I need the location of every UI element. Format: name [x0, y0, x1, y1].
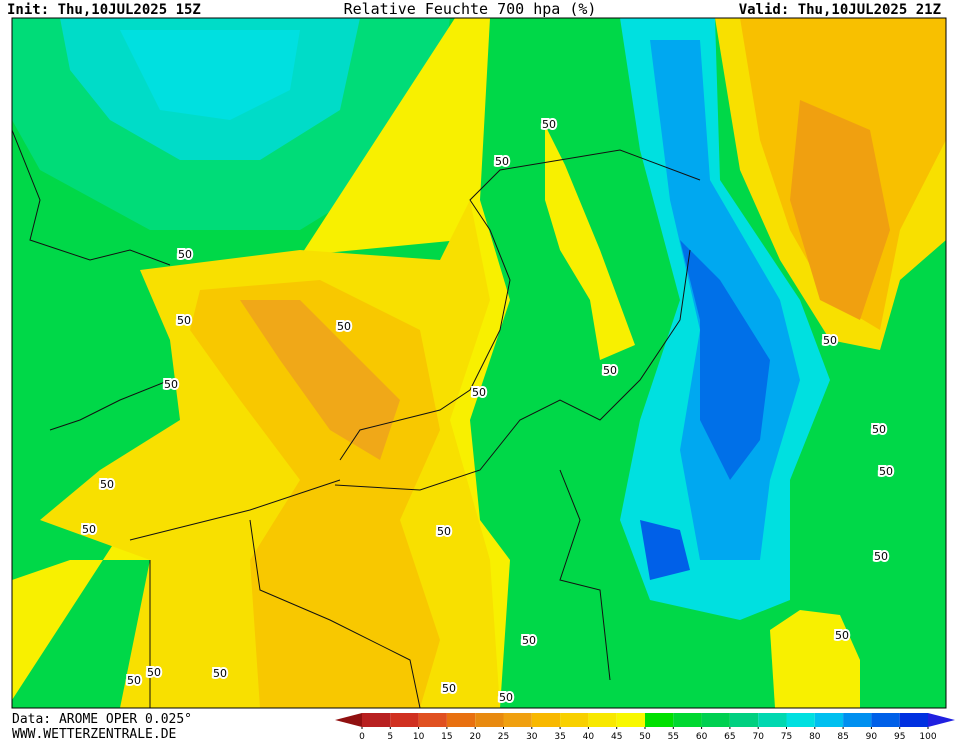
color-bar-box [871, 713, 900, 727]
color-bar-box [588, 713, 617, 727]
contour-label: 50 [472, 386, 486, 399]
contour-label: 50 [177, 314, 191, 327]
color-bar-box [758, 713, 787, 727]
color-bar-box [673, 713, 702, 727]
color-bar-box [418, 713, 447, 727]
color-bar-tick-label: 40 [583, 732, 595, 741]
contour-label: 50 [100, 478, 114, 491]
color-bar-box [786, 713, 815, 727]
color-bar-box [446, 713, 476, 727]
color-bar-box [645, 713, 674, 727]
contour-label: 50 [499, 691, 513, 704]
contour-labels: 50 50 50 50 50 50 50 50 50 50 50 50 50 5… [80, 116, 895, 706]
color-bar-box [729, 713, 759, 727]
color-bar-box [503, 713, 532, 727]
color-bar-tick-label: 50 [639, 732, 651, 741]
color-bar-tick-label: 70 [752, 732, 764, 741]
contour-label: 50 [213, 667, 227, 680]
data-source: Data: AROME OPER 0.025° [12, 712, 192, 727]
contour-label: 50 [442, 682, 456, 695]
color-bar-box [899, 713, 928, 727]
humidity-field [12, 18, 946, 708]
contour-label: 50 [542, 118, 556, 131]
map-frame [11, 17, 947, 709]
contour-label: 50 [178, 248, 192, 261]
color-bar: 0 5 10 15 20 25 30 35 40 45 50 55 60 65 70 75 80 85 90 95 10… [335, 713, 955, 741]
color-bar-box [362, 713, 391, 727]
color-bar-tick-label: 30 [526, 732, 538, 741]
contour-label: 50 [437, 525, 451, 538]
contour-label: 50 [522, 634, 536, 647]
contour-label: 50 [164, 378, 178, 391]
contour-label: 50 [874, 550, 888, 563]
contour-label: 50 [603, 364, 617, 377]
contour-label: 50 [147, 666, 161, 679]
color-bar-box [616, 713, 645, 727]
map-title: Relative Feuchte 700 hpa (%) [344, 0, 597, 18]
color-bar-box [475, 713, 504, 727]
color-bar-tick-label: 45 [611, 732, 622, 741]
color-bar-box [390, 713, 419, 727]
color-bar-box [701, 713, 730, 727]
color-bar-tick-label: 10 [413, 732, 425, 741]
color-bar-tick-label: 85 [837, 732, 848, 741]
init-time: Init: Thu,10JUL2025 15Z [7, 2, 201, 18]
color-bar-box [814, 713, 844, 727]
color-bar-tick-label: 35 [554, 732, 565, 741]
color-bar-tick-label: 55 [668, 732, 679, 741]
color-bar-tick-label: 75 [781, 732, 792, 741]
contour-label: 50 [879, 465, 893, 478]
contour-label: 50 [495, 155, 509, 168]
contour-label: 50 [337, 320, 351, 333]
color-bar-tick-label: 80 [809, 732, 821, 741]
valid-time: Valid: Thu,10JUL2025 21Z [739, 2, 941, 18]
color-bar-high [928, 713, 955, 727]
color-bar-tick-label: 90 [866, 732, 878, 741]
contour-label: 50 [835, 629, 849, 642]
color-bar-tick-label: 15 [441, 732, 452, 741]
color-bar-box [560, 713, 589, 727]
source-url: WWW.WETTERZENTRALE.DE [12, 727, 176, 741]
contour-label: 50 [127, 674, 141, 687]
color-bar-tick-label: 60 [696, 732, 708, 741]
color-bar-tick-label: 95 [894, 732, 905, 741]
color-bar-tick-label: 5 [387, 732, 393, 741]
color-bar-tick-label: 0 [359, 732, 365, 741]
color-bar-box [843, 713, 872, 727]
contour-label: 50 [872, 423, 886, 436]
contour-label: 50 [82, 523, 96, 536]
color-bar-tick-label: 20 [469, 732, 481, 741]
contour-label: 50 [823, 334, 837, 347]
color-bar-low [335, 713, 362, 727]
color-bar-tick-label: 65 [724, 732, 735, 741]
color-bar-tick-label: 100 [919, 732, 936, 741]
color-bar-tick-label: 25 [498, 732, 509, 741]
color-bar-box [531, 713, 561, 727]
